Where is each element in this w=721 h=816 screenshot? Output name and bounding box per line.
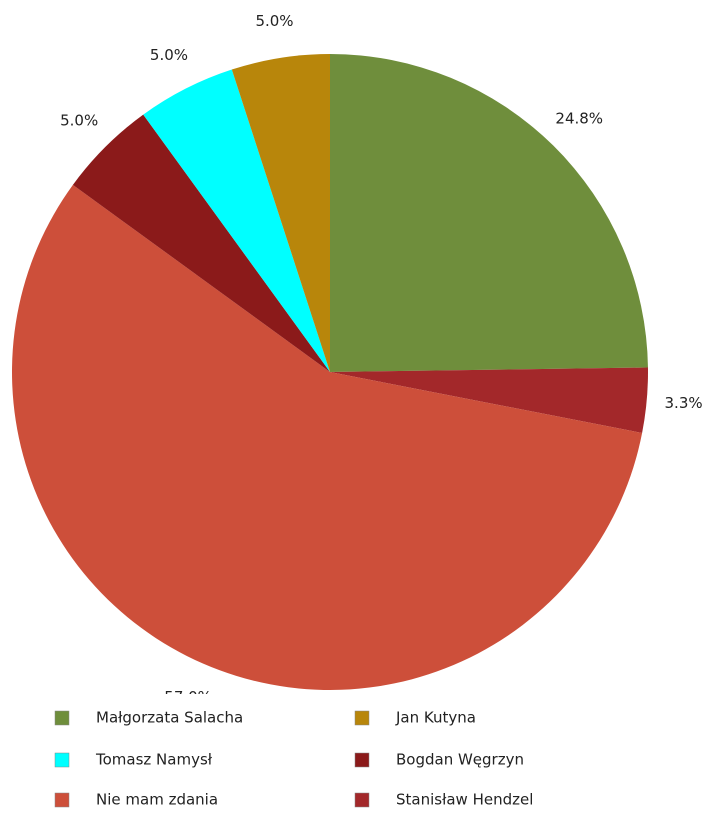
legend-swatch	[354, 792, 370, 808]
pie-slice	[12, 184, 643, 691]
legend-label: Małgorzata Salacha	[96, 709, 243, 727]
pie-slice	[330, 367, 648, 433]
legend-label: Tomasz Namysł	[95, 751, 213, 769]
slice-label: 5.0%	[60, 111, 98, 129]
legend-swatch	[54, 752, 70, 768]
pie-slice	[231, 54, 330, 372]
pie-slice	[143, 69, 330, 372]
legend-label: Stanisław Hendzel	[396, 791, 533, 809]
pie-slice	[72, 114, 331, 372]
legend-label: Jan Kutyna	[395, 709, 476, 727]
legend-swatch	[54, 710, 70, 726]
slice-label: 24.8%	[555, 110, 603, 128]
slice-label: 3.3%	[665, 394, 703, 412]
pie-slice	[330, 54, 648, 372]
slice-label: 5.0%	[150, 46, 188, 64]
legend-swatch	[354, 752, 370, 768]
legend-label: Bogdan Węgrzyn	[396, 751, 524, 769]
legend-swatch	[354, 710, 370, 726]
legend-label: Nie mam zdania	[96, 791, 218, 809]
legend-swatch	[54, 792, 70, 808]
slice-label: 5.0%	[255, 12, 293, 30]
